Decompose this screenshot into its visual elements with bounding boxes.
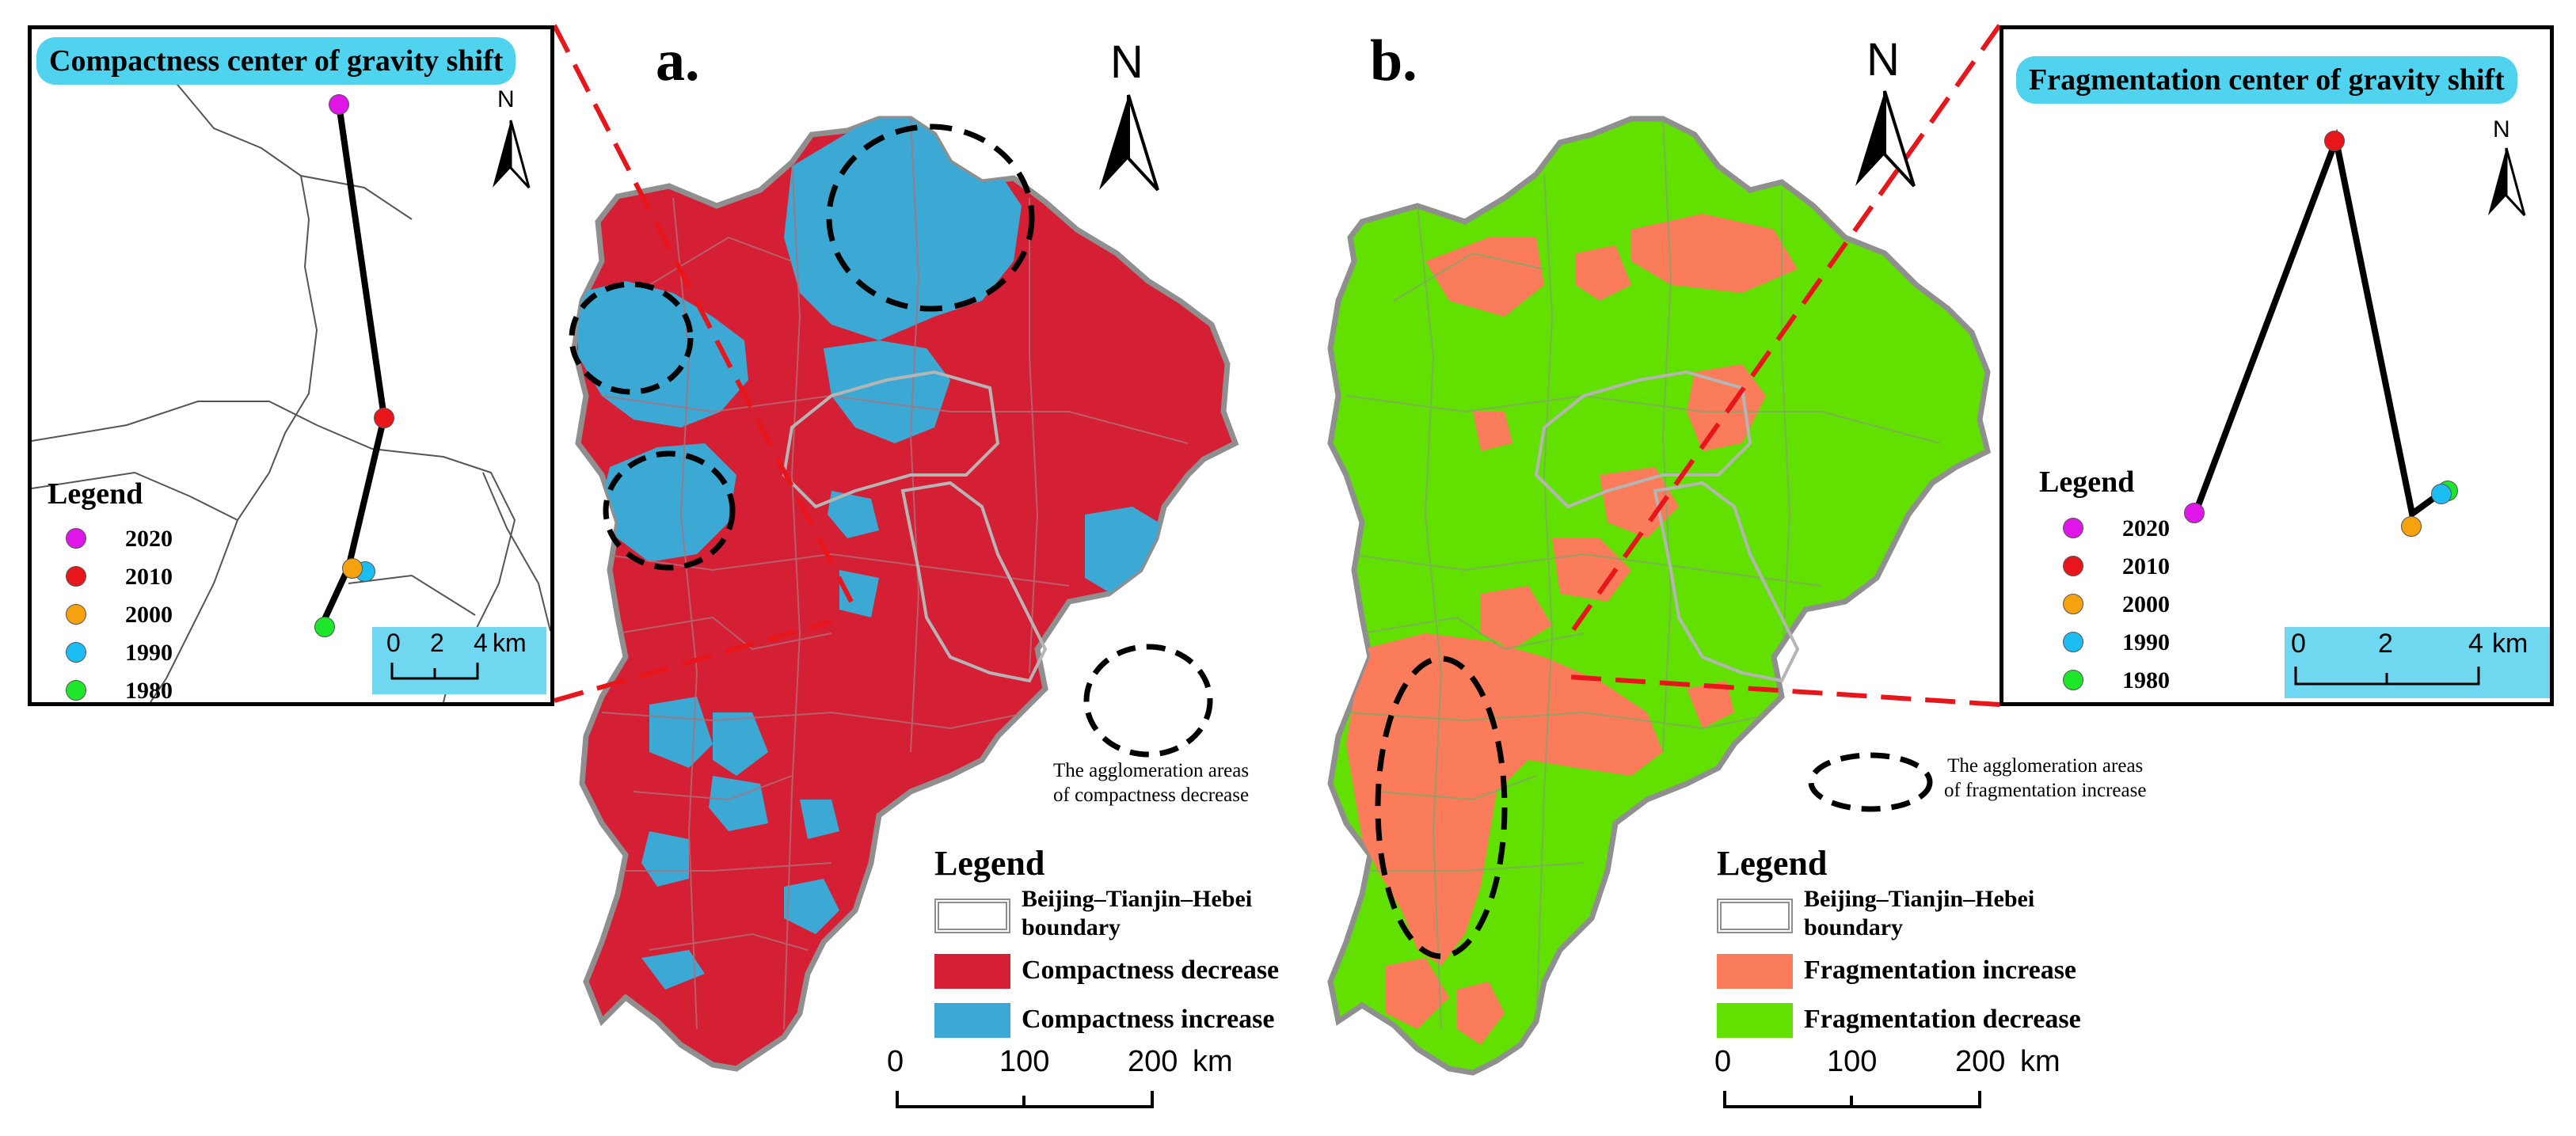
inset-compactness-shift: Compactness center of gravity shift N Le… [28,25,554,706]
boundary-swatch [1717,899,1793,933]
connector-line-a-bottom [554,619,832,703]
legend-class1-label: Fragmentation increase [1804,956,2077,985]
point-2000 [342,558,363,579]
boundary-swatch [934,899,1010,933]
legend-ellipse-b [1808,752,1933,812]
scale-label: 100 [999,1045,1050,1078]
legend-a-title: Legend [934,844,1045,883]
inset-b-scale-bar: 0 2 4 km [2285,627,2550,698]
beijing-tianjin-boundary-b [1534,370,1800,683]
legend-dot-2020 [66,528,86,549]
legend-b-title: Legend [1717,844,1828,883]
north-arrow-icon [1099,94,1159,192]
point-2020 [2184,503,2205,523]
scale-bar-b [1723,1091,1981,1108]
scale-label: 0 [1714,1045,1732,1078]
scale-label: 200 [1128,1045,1178,1078]
legend-dot-2000 [2063,594,2083,614]
inset-fragmentation-shift: Fragmentation center of gravity shift N … [2000,25,2554,706]
legend-year: 1980 [125,678,173,704]
scale-unit: km [2020,1045,2060,1078]
agglomeration-ellipse [826,123,1035,312]
legend-dot-1990 [66,642,86,663]
compactness-increase-swatch [934,1003,1010,1038]
legend-ellipse-a [1083,644,1213,758]
north-label: N [2493,116,2510,142]
agglomeration-note-a: The agglomeration areas of compactness d… [1053,760,1250,806]
agglomeration-ellipse [603,450,736,571]
legend-year: 1990 [125,640,173,666]
agglomeration-note-b: The agglomeration areas of fragmentation… [1944,755,2147,801]
inset-a-scale-bar: 0 2 4 km [372,627,546,694]
legend-year: 2020 [2122,515,2170,541]
north-arrow-icon [493,120,531,189]
legend-year: 2010 [2122,553,2170,579]
inset-b-map [2192,128,2449,519]
fragmentation-increase-swatch [1717,954,1793,989]
legend-dot-1980 [2063,670,2083,690]
point-2010 [2324,131,2345,151]
north-label: N [1110,36,1143,88]
north-label: N [497,86,515,112]
legend-dot-2010 [2063,556,2083,576]
compactness-decrease-swatch [934,954,1010,989]
north-arrow-icon [2488,147,2526,217]
north-label: N [1866,34,1900,85]
point-1990 [2431,484,2452,504]
point-2000 [2401,516,2422,537]
legend-dot-2010 [66,566,86,587]
agglomeration-ellipse [569,281,694,395]
point-1980 [314,617,335,637]
legend-year: 2020 [125,526,173,552]
legend-class2-label: Fragmentation decrease [1804,1005,2081,1034]
scale-label: 100 [1827,1045,1878,1078]
legend-boundary-label: Beijing–Tianjin–Hebei boundary [1804,886,2035,940]
fragmentation-decrease-swatch [1717,1003,1793,1038]
point-2010 [374,408,394,428]
legend-year: 2000 [125,602,173,628]
connector-line-b-top [1566,24,2002,639]
beijing-tianjin-boundary [782,370,1048,683]
fragmentation-increase-areas [1346,214,1798,1045]
legend-year: 1990 [2122,629,2170,655]
inset-a-map [32,80,550,702]
north-arrow-icon [1855,90,1916,188]
agglomeration-ellipse [1375,655,1508,959]
inset-a-legend-title: Legend [48,477,143,511]
inset-b-title: Fragmentation center of gravity shift [2021,61,2513,99]
scale-label: 0 [887,1045,904,1078]
legend-dot-1990 [2063,632,2083,652]
legend-class1-label: Compactness decrease [1022,956,1280,985]
panel-label-b: b. [1370,28,1417,93]
connector-line-a-top [552,24,854,603]
legend-dot-2000 [66,604,86,625]
legend-year: 1980 [2122,667,2170,693]
scale-bar-a [896,1091,1154,1108]
legend-year: 2000 [2122,591,2170,617]
inset-b-legend-title: Legend [2039,465,2135,499]
legend-boundary-label: Beijing–Tianjin–Hebei boundary [1022,886,1253,940]
legend-dot-2020 [2063,518,2083,538]
scale-label: 200 [1955,1045,2006,1078]
connector-line-b-bottom [1567,674,2000,707]
legend-class2-label: Compactness increase [1022,1005,1275,1034]
scale-unit: km [1193,1045,1233,1078]
county-boundaries-b [1345,119,1941,1030]
legend-dot-1980 [66,680,86,701]
panel-label-a: a. [656,28,700,93]
inset-a-title: Compactness center of gravity shift [41,42,512,80]
county-boundaries [601,119,1189,1030]
point-2020 [329,94,349,115]
legend-year: 2010 [125,564,173,590]
